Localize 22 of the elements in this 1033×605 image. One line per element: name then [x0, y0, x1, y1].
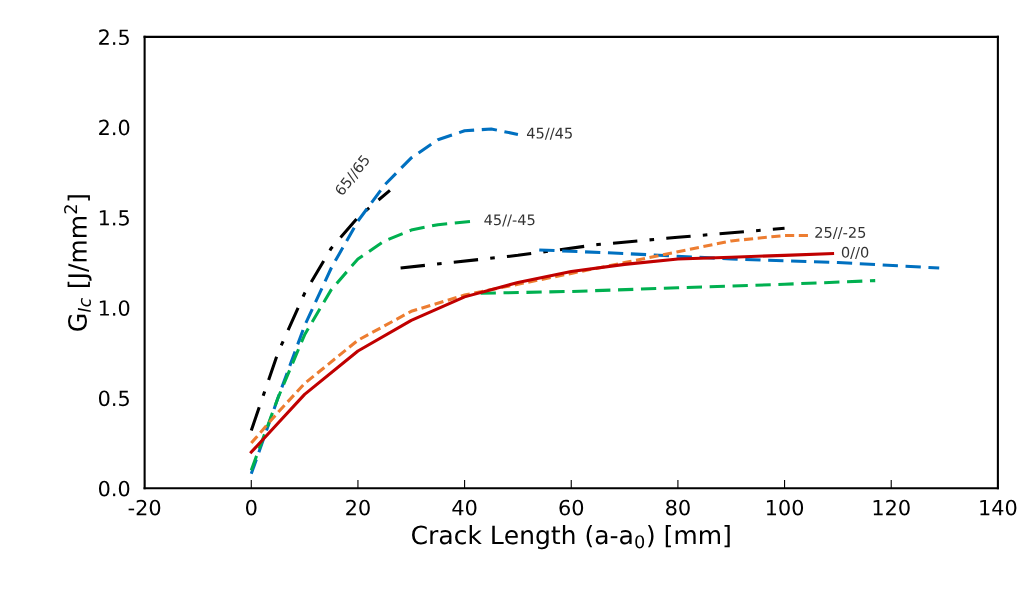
x-tick-label: 80 — [666, 499, 690, 516]
x-tick-label: 60 — [559, 499, 584, 516]
annotation: 45//45 — [526, 127, 572, 140]
line-series — [249, 252, 835, 454]
y-axis-title: G$_{Ic}$ [J/mm$^{2}$] — [64, 195, 92, 331]
x-tick-label: 120 — [873, 499, 910, 516]
x-tick-label: 20 — [346, 499, 370, 516]
x-tick-label: 40 — [452, 499, 477, 516]
x-tick-label: 140 — [980, 499, 1017, 516]
x-axis-title: Crack Length (a-a$_{0}$) [mm] — [412, 525, 730, 550]
annotation: 25//-25 — [815, 226, 866, 240]
annotation: 45//-45 — [484, 214, 535, 227]
y-tick-label: 2.5 — [99, 29, 129, 46]
x-tick-label: 100 — [766, 499, 804, 516]
annotation: 0//0 — [841, 246, 869, 259]
y-tick-label: 1.5 — [99, 210, 129, 226]
y-tick-label: 2.0 — [99, 119, 130, 136]
x-tick-label: 0 — [246, 499, 257, 516]
y-tick-label: 0.0 — [98, 480, 130, 497]
x-tick-label: -20 — [128, 499, 161, 516]
y-tick-label: 0.5 — [98, 390, 129, 407]
y-tick-label: 1.0 — [99, 300, 130, 316]
